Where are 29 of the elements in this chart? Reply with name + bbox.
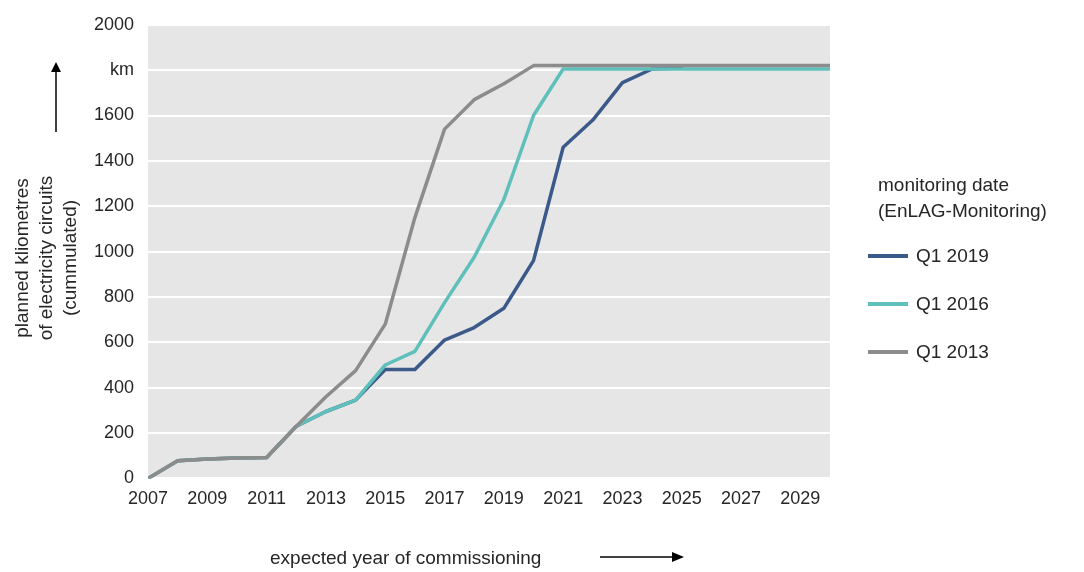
y-tick-label: 1400 [94,149,135,170]
y-tick-label: 800 [104,285,135,306]
x-tick-label: 2029 [780,488,821,509]
y-axis-title: planned kliometres of electricity circuits (cummulated) [10,175,81,341]
y-tick-label: 1000 [94,240,135,261]
y-tick-label: 600 [104,331,135,352]
x-tick-label: 2023 [602,488,643,509]
x-tick-label: 2015 [365,488,406,509]
y-tick-label: 2000 [94,13,135,34]
legend-title: monitoring date (EnLAG-Monitoring) [878,173,1047,223]
y-tick-label: 200 [104,422,135,443]
x-axis-title: expected year of commissioning [270,546,542,570]
x-tick-label: 2007 [128,488,169,509]
x-tick-label: 2011 [247,488,286,509]
x-tick-label: 2009 [187,488,228,509]
y-tick-label: km [110,59,135,80]
y-tick-label: 400 [104,376,135,397]
x-tick-label: 2027 [721,488,762,509]
legend-label: Q1 2016 [916,293,989,315]
x-tick-label: 2017 [424,488,465,509]
x-tick-label: 2021 [543,488,584,509]
x-tick-label: 2019 [483,488,524,509]
legend-label: Q1 2019 [916,245,989,267]
y-tick-label: 1200 [94,195,135,216]
legend-label: Q1 2013 [916,341,989,363]
x-tick-label: 2025 [661,488,702,509]
y-tick-label: 1600 [94,104,135,125]
y-tick-label: 0 [124,467,135,488]
x-tick-label: 2013 [305,488,346,509]
